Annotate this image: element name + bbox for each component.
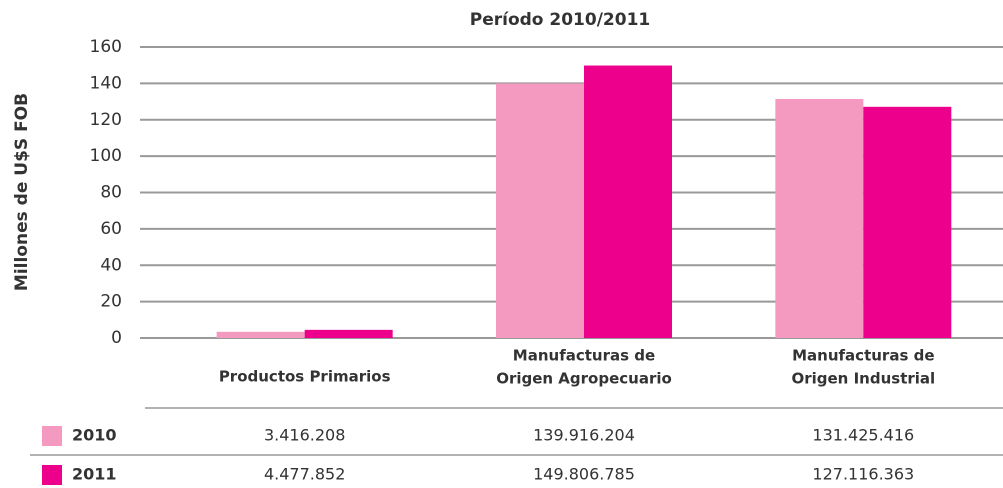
legend-label: 2011 [72,465,117,484]
legend-label: 2010 [72,426,117,445]
y-tick-label: 0 [111,328,122,348]
y-axis-label: Millones de U$S FOB [12,93,32,291]
table-value: 3.416.208 [264,426,345,445]
table-value: 131.425.416 [812,426,914,445]
y-tick-label: 80 [100,183,122,203]
y-tick-label: 40 [100,255,122,275]
chart-title: Período 2010/2011 [470,10,650,30]
table-value: 139.916.204 [533,426,635,445]
table-value: 149.806.785 [533,465,635,484]
bar [863,106,952,338]
bar [304,329,393,338]
x-tick-label: Manufacturas de [513,347,655,365]
legend-swatch [42,465,62,485]
y-tick-label: 20 [100,292,122,312]
bar [216,331,305,338]
x-tick-label: Origen Industrial [791,370,935,388]
legend-swatch [42,426,62,446]
x-tick-label: Origen Agropecuario [496,370,672,388]
table-value: 4.477.852 [264,465,345,484]
bar [584,65,672,338]
y-tick-label: 60 [100,219,122,239]
y-tick-label: 140 [90,73,122,93]
x-tick-label: Manufacturas de [792,347,934,365]
y-tick-label: 100 [90,146,122,166]
y-tick-label: 160 [90,37,122,57]
bar [496,83,584,338]
table-value: 127.116.363 [812,465,914,484]
x-tick-label: Productos Primarios [219,368,391,386]
y-tick-label: 120 [90,110,122,130]
bar [775,98,864,338]
